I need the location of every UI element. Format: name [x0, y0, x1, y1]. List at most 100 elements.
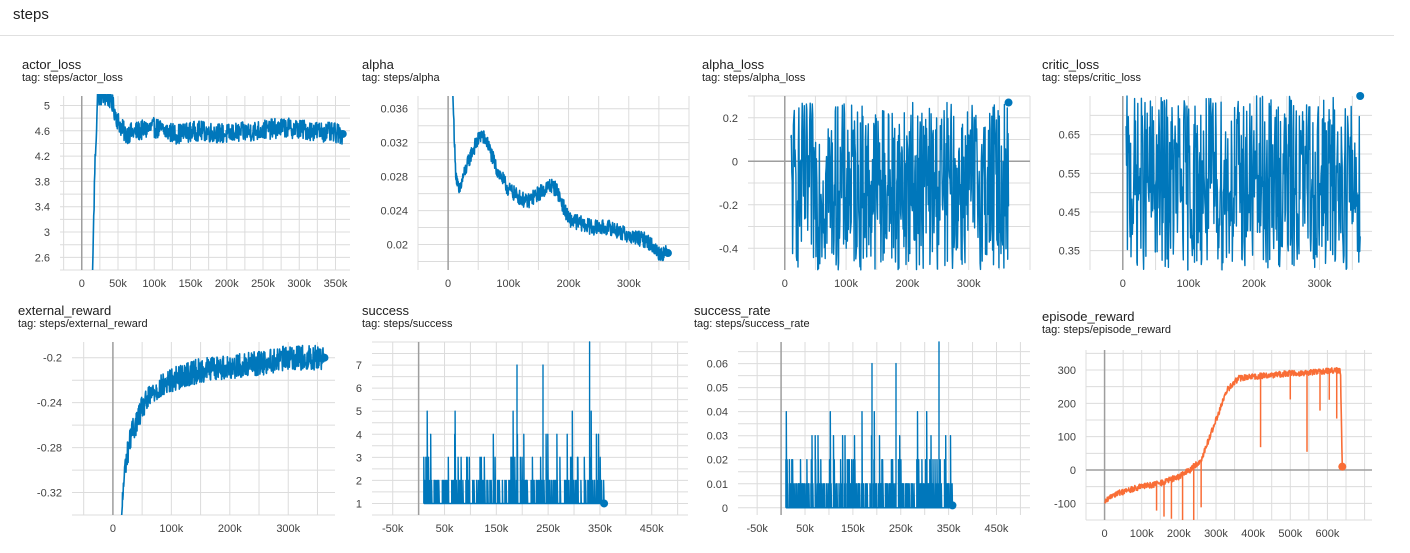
y-tick-label: 1: [356, 498, 362, 510]
x-tick-label: 250k: [889, 523, 913, 535]
chart-external-reward[interactable]: 0 100k 200k 300k -0.32 -0.28 -0.24 -0.2: [0, 0, 347, 545]
x-tick-label: -50k: [746, 523, 768, 535]
x-tick-label: 200k: [1242, 278, 1266, 290]
series-line: [452, 95, 669, 262]
x-tick-label: 50k: [796, 523, 814, 535]
chart-title: critic_loss: [1042, 57, 1100, 72]
x-tick-label: 600k: [1315, 528, 1339, 540]
y-tick-label: 0.024: [380, 206, 408, 218]
x-tick-label: 200k: [218, 523, 242, 535]
chart-title: episode_reward: [1042, 309, 1135, 324]
y-tick-label: -0.28: [37, 443, 62, 455]
y-tick-label: -0.4: [719, 243, 738, 255]
chart-tag: tag: steps/critic_loss: [1042, 72, 1142, 84]
x-tick-label: 100k: [834, 278, 858, 290]
y-tick-label: 100: [1058, 432, 1076, 444]
y-tick-label: -0.32: [37, 488, 62, 500]
x-tick-label: -50k: [382, 523, 404, 535]
x-tick-label: 0: [79, 278, 85, 290]
chart-title: actor_loss: [22, 57, 82, 72]
y-tick-label: 0.03: [707, 431, 728, 443]
y-tick-label: 0.2: [723, 113, 738, 125]
chart-success-rate[interactable]: -50k 50k 150k 250k 350k 450k00.010.020.030.04…: [0, 0, 1042, 545]
y-tick-label: -0.24: [37, 398, 62, 410]
y-tick-label: 2.6: [35, 252, 50, 264]
chart-critic-loss[interactable]: 0 100k 200k 300k 0.35 0.45 0.55 0.65: [0, 0, 1384, 300]
chart-alpha[interactable]: 0 100k 200k 300k 0.02 0.024 0.028 0.032 0.036: [0, 0, 701, 300]
x-tick-label: 350k: [937, 523, 961, 535]
y-tick-label: 0.65: [1059, 130, 1080, 142]
x-tick-label: 200k: [1167, 528, 1191, 540]
chart-alpha-loss[interactable]: 0 100k 200k 300k -0.4 -0.2 0 0.2: [0, 0, 1042, 300]
chart-title: success_rate: [694, 303, 771, 318]
y-tick-label: 0.06: [707, 359, 728, 371]
y-tick-label: 0.032: [380, 138, 408, 150]
x-tick-label: 0: [445, 278, 451, 290]
x-tick-label: 250k: [251, 278, 275, 290]
x-tick-label: 300k: [1204, 528, 1228, 540]
y-tick-label: 0.02: [707, 455, 728, 467]
x-tick-label: 450k: [640, 523, 664, 535]
x-tick-label: 150k: [484, 523, 508, 535]
y-tick-label: 0.05: [707, 383, 728, 395]
series-last-point: [948, 501, 957, 510]
y-tick-label: 4.6: [35, 126, 50, 138]
x-tick-label: 0: [1102, 528, 1108, 540]
chart-tag: tag: steps/episode_reward: [1042, 324, 1172, 336]
series-line: [120, 344, 325, 516]
x-tick-label: 500k: [1278, 528, 1302, 540]
series-last-point: [1004, 98, 1013, 107]
x-tick-label: 300k: [287, 278, 311, 290]
series-line: [785, 341, 954, 509]
y-tick-label: -0.2: [719, 200, 738, 212]
chart-tag: tag: steps/alpha_loss: [702, 72, 806, 84]
x-tick-label: 100k: [142, 278, 166, 290]
y-tick-label: 300: [1058, 365, 1076, 377]
chart-title: alpha_loss: [702, 57, 765, 72]
x-tick-label: 100k: [1176, 278, 1200, 290]
series-last-point: [663, 249, 672, 258]
y-tick-label: 3: [356, 452, 362, 464]
x-tick-label: 350k: [324, 278, 348, 290]
x-tick-label: 150k: [179, 278, 203, 290]
x-tick-label: 50k: [109, 278, 127, 290]
x-tick-label: 100k: [1130, 528, 1154, 540]
y-tick-label: 6: [356, 383, 362, 395]
y-tick-label: 3: [44, 227, 50, 239]
chart-tag: tag: steps/success: [362, 318, 453, 330]
y-tick-label: 0.028: [380, 172, 408, 184]
series-line: [1104, 367, 1344, 504]
chart-title: success: [362, 303, 409, 318]
x-tick-label: 0: [782, 278, 788, 290]
chart-actor-loss[interactable]: 0 50k 100k 150k 200k 250k 300k 350k 2.6 3 3.4 3.8 4.…: [0, 0, 362, 300]
series-line: [1125, 95, 1361, 271]
y-tick-label: 2: [356, 475, 362, 487]
x-tick-label: 150k: [841, 523, 865, 535]
x-tick-label: 300k: [1308, 278, 1332, 290]
section-title: steps: [13, 6, 49, 23]
y-tick-label: 0.02: [387, 240, 408, 252]
y-tick-label: 3.4: [35, 202, 50, 214]
series-line: [790, 101, 1010, 271]
chart-tag: tag: steps/actor_loss: [22, 72, 123, 84]
x-tick-label: 400k: [1241, 528, 1265, 540]
x-tick-label: 100k: [159, 523, 183, 535]
y-tick-label: 0.036: [380, 104, 408, 116]
x-tick-label: 50k: [436, 523, 454, 535]
x-tick-label: 0: [110, 523, 116, 535]
chart-title: external_reward: [18, 303, 112, 318]
y-tick-label: 0.04: [707, 407, 728, 419]
y-tick-label: 0.01: [707, 479, 728, 491]
y-tick-label: 5: [356, 406, 362, 418]
x-tick-label: 200k: [215, 278, 239, 290]
grid: [1085, 350, 1372, 521]
y-tick-label: 4: [356, 429, 362, 441]
series-last-point: [1338, 462, 1347, 471]
y-tick-label: 0.55: [1059, 168, 1080, 180]
grid: [417, 96, 690, 270]
chart-tag: tag: steps/success_rate: [694, 318, 810, 330]
x-tick-label: 200k: [895, 278, 919, 290]
y-tick-label: 200: [1058, 398, 1076, 410]
